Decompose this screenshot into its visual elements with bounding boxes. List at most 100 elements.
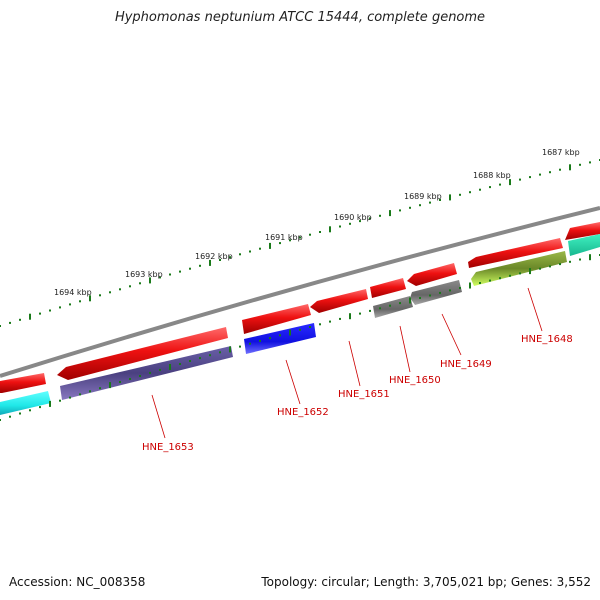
minor-tick <box>509 274 511 277</box>
gene-label-hne1649: HNE_1649 <box>440 359 492 370</box>
tick-label: 1689 kbp <box>404 192 442 201</box>
minor-tick <box>479 282 481 284</box>
major-tick <box>49 400 51 407</box>
minor-tick <box>279 242 281 245</box>
gene-cds-4 <box>468 238 563 268</box>
gene-label-hne1652: HNE_1652 <box>277 407 329 418</box>
minor-tick <box>139 282 141 285</box>
minor-tick <box>59 306 61 309</box>
minor-tick <box>9 415 11 418</box>
gene-teal <box>568 234 600 256</box>
genome-summary-text: Topology: circular; Length: 3,705,021 bp… <box>261 575 591 589</box>
minor-tick <box>379 307 381 310</box>
minor-tick <box>109 291 111 294</box>
ruler-labels: 1687 kbp 1688 kbp 1689 kbp 1690 kbp 1691… <box>54 148 580 297</box>
tick-label: 1690 kbp <box>334 213 372 222</box>
minor-tick <box>539 173 541 176</box>
minor-tick <box>249 250 251 253</box>
major-tick <box>509 179 511 186</box>
minor-tick <box>89 390 91 393</box>
gene-hne1649 <box>410 280 462 305</box>
callout-hne1651 <box>348 340 361 387</box>
minor-tick <box>139 375 141 377</box>
minor-tick <box>399 209 401 212</box>
minor-tick <box>359 312 361 315</box>
gene-cds-1 <box>242 304 311 334</box>
minor-tick <box>259 339 261 342</box>
minor-tick <box>9 321 11 324</box>
minor-tick <box>259 247 261 250</box>
minor-tick <box>489 279 491 282</box>
minor-tick <box>269 337 271 340</box>
minor-tick <box>349 222 351 225</box>
backbone-line <box>0 206 600 378</box>
minor-tick <box>29 409 31 412</box>
minor-tick <box>0 419 1 421</box>
minor-tick <box>299 328 301 331</box>
minor-tick <box>179 363 181 365</box>
major-tick <box>589 254 591 261</box>
minor-tick <box>419 204 421 207</box>
minor-tick <box>499 277 501 280</box>
map-title: Hyphomonas neptunium ATCC 15444, complet… <box>114 10 486 25</box>
minor-tick <box>329 320 331 323</box>
minor-tick <box>439 291 441 294</box>
callout-lines <box>151 287 543 439</box>
minor-tick <box>339 317 341 320</box>
minor-tick <box>489 186 491 189</box>
minor-tick <box>529 176 531 179</box>
gene-hne1652 <box>244 323 316 354</box>
minor-tick <box>179 270 181 273</box>
major-tick <box>529 268 531 275</box>
major-tick <box>409 297 411 304</box>
minor-tick <box>39 312 41 315</box>
minor-tick <box>309 326 311 328</box>
major-tick <box>149 277 151 284</box>
tick-label: 1687 kbp <box>542 148 580 157</box>
minor-tick <box>219 259 221 261</box>
major-tick <box>449 194 451 201</box>
minor-tick <box>549 171 551 174</box>
minor-tick <box>79 300 81 303</box>
minor-tick <box>199 357 201 360</box>
minor-tick <box>299 236 301 239</box>
major-tick <box>89 295 91 302</box>
minor-tick <box>459 193 461 196</box>
minor-tick <box>549 265 551 268</box>
minor-tick <box>579 163 581 166</box>
minor-tick <box>319 231 321 233</box>
minor-tick <box>169 273 171 276</box>
gene-label-hne1648: HNE_1648 <box>521 334 573 345</box>
minor-tick <box>149 371 151 374</box>
minor-tick <box>539 267 541 270</box>
minor-tick <box>569 260 571 263</box>
minor-tick <box>19 318 21 321</box>
gene-hne1648 <box>471 251 567 286</box>
minor-tick <box>69 396 71 399</box>
minor-tick <box>239 253 241 256</box>
minor-tick <box>0 325 1 327</box>
ruler-ticks <box>0 159 600 421</box>
minor-tick <box>519 178 521 181</box>
major-tick <box>269 242 271 249</box>
gene-cyan <box>0 391 51 415</box>
minor-tick <box>129 285 131 288</box>
major-tick <box>109 382 111 389</box>
minor-tick <box>439 199 441 201</box>
tick-label: 1692 kbp <box>195 252 233 261</box>
minor-tick <box>199 264 201 267</box>
tick-label: 1688 kbp <box>473 171 511 180</box>
minor-tick <box>389 304 391 307</box>
minor-tick <box>559 263 561 266</box>
minor-tick <box>589 161 591 164</box>
minor-tick <box>209 354 211 357</box>
major-tick <box>169 364 171 370</box>
gene-label-hne1651: HNE_1651 <box>338 389 390 400</box>
gene-cds-right-edge <box>565 222 600 240</box>
minor-tick <box>459 287 461 289</box>
minor-tick <box>69 303 71 306</box>
minor-tick <box>99 387 101 390</box>
minor-tick <box>39 406 41 409</box>
callout-hne1650 <box>399 325 411 373</box>
